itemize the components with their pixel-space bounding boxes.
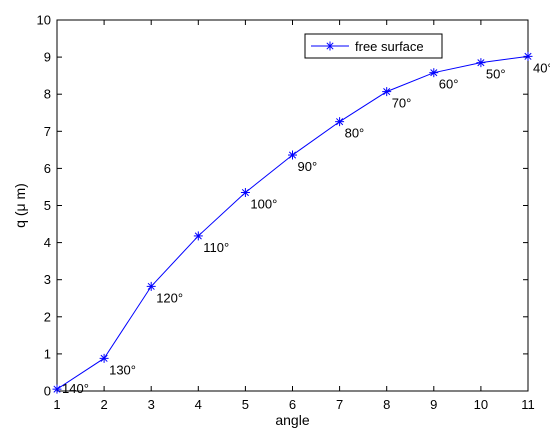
data-point-marker bbox=[429, 68, 439, 78]
angle-annotation: 70° bbox=[392, 96, 412, 111]
x-tick-label: 5 bbox=[242, 397, 249, 412]
x-tick-labels: 1 2 3 4 5 6 7 8 9 10 11 bbox=[53, 397, 534, 412]
x-tick-label: 1 bbox=[53, 397, 60, 412]
data-point-marker-stroke-3 bbox=[383, 88, 391, 96]
y-tick-labels: 0 1 2 3 4 5 6 7 8 9 10 bbox=[37, 13, 51, 399]
data-point-marker bbox=[382, 87, 392, 97]
data-point-marker-stroke-3 bbox=[100, 354, 108, 362]
data-point-marker-stroke-3 bbox=[288, 151, 297, 159]
y-tick-label: 7 bbox=[44, 124, 51, 139]
point-annotations: 140° 130° 120° 110° 100° 90° 80° 70° 60° 50° 40° bbox=[62, 60, 550, 396]
data-point-marker-stroke-3 bbox=[241, 188, 249, 197]
angle-annotation: 40° bbox=[533, 60, 550, 75]
x-tick-label: 11 bbox=[521, 397, 535, 412]
data-point-marker-stroke-3 bbox=[147, 282, 155, 290]
y-tick-label: 4 bbox=[44, 235, 51, 250]
data-point-marker bbox=[240, 188, 250, 198]
data-point-marker-stroke-3 bbox=[194, 232, 202, 240]
angle-annotation: 140° bbox=[62, 381, 89, 396]
x-axis-label: angle bbox=[275, 412, 309, 428]
x-tick-label: 2 bbox=[100, 397, 107, 412]
x-tick-label: 6 bbox=[289, 397, 296, 412]
data-point-marker-stroke-3 bbox=[336, 118, 344, 126]
x-tick-label: 9 bbox=[430, 397, 437, 412]
data-point-marker-stroke-3 bbox=[430, 69, 438, 77]
y-tick-label: 9 bbox=[44, 50, 51, 65]
data-point-marker bbox=[146, 281, 156, 291]
data-point-marker bbox=[52, 384, 62, 394]
y-tick-label: 10 bbox=[37, 13, 51, 28]
x-tick-label: 10 bbox=[474, 397, 488, 412]
data-point-marker bbox=[476, 58, 486, 68]
y-tick-label: 8 bbox=[44, 87, 51, 102]
angle-annotation: 50° bbox=[486, 67, 506, 82]
data-point-marker bbox=[335, 117, 345, 127]
data-point-marker-stroke-3 bbox=[477, 59, 485, 67]
data-point-marker bbox=[99, 353, 109, 363]
y-tick-label: 5 bbox=[44, 198, 51, 213]
y-tick-label: 2 bbox=[44, 309, 51, 324]
angle-annotation: 110° bbox=[203, 240, 229, 255]
x-tick-label: 3 bbox=[148, 397, 155, 412]
legend-marker-glyph-stroke-3 bbox=[326, 42, 334, 50]
angle-annotation: 130° bbox=[109, 362, 136, 377]
data-point-marker-stroke-3 bbox=[53, 385, 61, 393]
x-tick-label: 4 bbox=[195, 397, 202, 412]
angle-annotation: 120° bbox=[156, 290, 183, 305]
data-point-marker bbox=[288, 150, 297, 160]
x-tick-label: 7 bbox=[336, 397, 343, 412]
angle-annotation: 60° bbox=[439, 77, 459, 92]
y-tick-label: 0 bbox=[44, 384, 51, 399]
legend-label: free surface bbox=[355, 39, 424, 54]
y-tick-label: 3 bbox=[44, 272, 51, 287]
angle-annotation: 80° bbox=[345, 126, 365, 141]
legend-marker-glyph bbox=[325, 41, 335, 51]
x-tick-label: 8 bbox=[383, 397, 390, 412]
data-point-marker bbox=[523, 51, 533, 61]
series-group bbox=[52, 51, 533, 394]
legend: free surface bbox=[304, 33, 443, 59]
plot-area bbox=[56, 19, 529, 392]
y-axis-label: q (μ m) bbox=[12, 183, 28, 228]
tick-marks bbox=[56, 19, 529, 392]
legend-box bbox=[304, 33, 443, 59]
y-tick-label: 1 bbox=[44, 346, 51, 361]
angle-annotation: 90° bbox=[298, 159, 318, 174]
data-point-marker bbox=[193, 231, 203, 241]
data-point-marker-stroke-3 bbox=[524, 52, 532, 60]
legend-marker-icon bbox=[325, 41, 335, 51]
y-tick-label: 6 bbox=[44, 161, 51, 176]
angle-annotation: 100° bbox=[250, 197, 277, 212]
